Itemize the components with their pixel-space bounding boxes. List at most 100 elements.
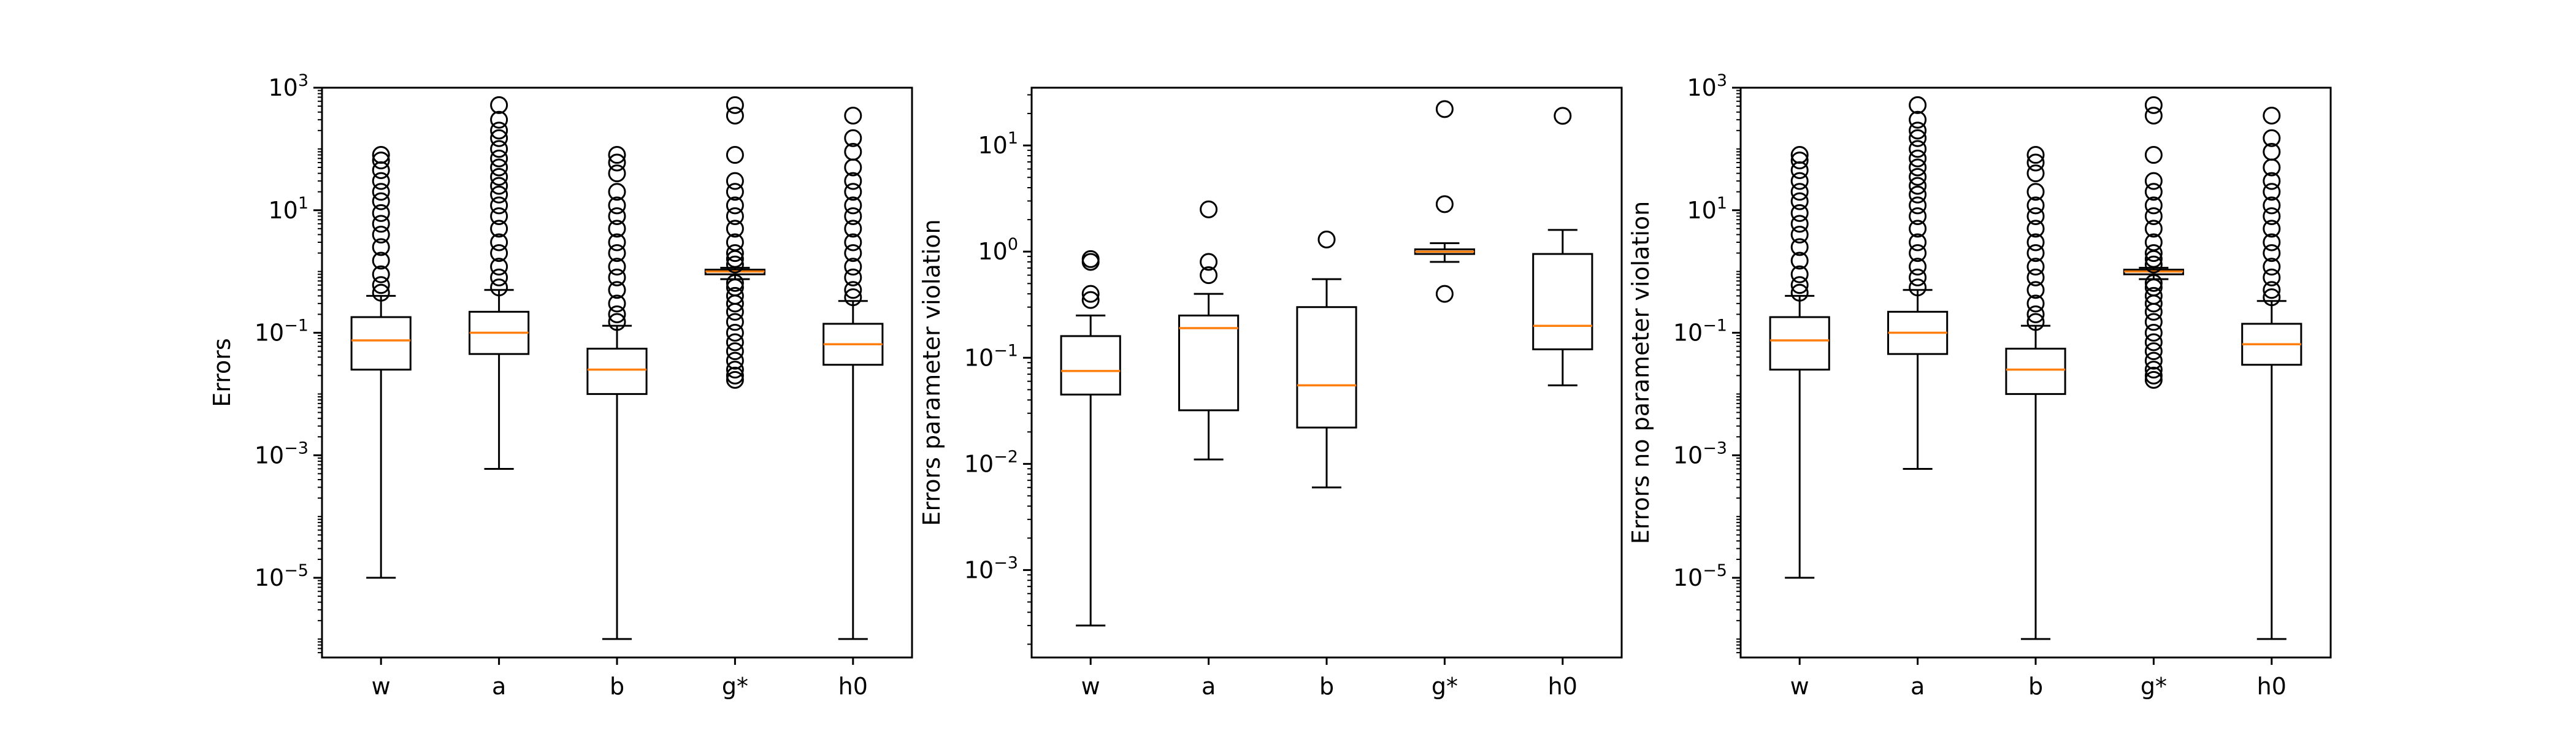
- box-h0: [2241, 107, 2302, 640]
- flier-point: [2263, 207, 2281, 225]
- flier-point: [1909, 140, 1927, 158]
- flier-point: [844, 207, 862, 225]
- flier-point: [372, 276, 390, 294]
- flier-point: [1909, 207, 1927, 225]
- y-axis-label: Errors: [209, 338, 236, 407]
- box-g*: [704, 96, 766, 389]
- flier-point: [1790, 283, 1809, 302]
- flier-point: [608, 258, 626, 276]
- flier-point: [490, 129, 508, 147]
- flier-point: [2263, 258, 2281, 276]
- box-b: [586, 146, 648, 640]
- chart-panel-3: w a b g* h0 10−5 10−3 10−1 101 103 Errors no param…: [1627, 71, 2332, 700]
- flier-point: [2144, 107, 2163, 125]
- flier-point: [726, 333, 744, 351]
- x-tick-label: h0: [1548, 673, 1577, 700]
- flier-point: [490, 268, 508, 286]
- y-tick-label: 10−1: [255, 316, 309, 347]
- flier-point: [608, 146, 626, 164]
- flier-point: [2026, 220, 2045, 238]
- flier-point: [608, 153, 626, 172]
- box-w: [1060, 250, 1121, 627]
- flier-point: [1790, 226, 1809, 244]
- flier-point: [1435, 285, 1454, 303]
- flier-point: [2026, 258, 2045, 276]
- flier-point: [1909, 196, 1927, 215]
- box-h0: [1532, 107, 1593, 386]
- flier-point: [2026, 313, 2045, 331]
- flier-point: [2144, 278, 2163, 297]
- flier-point: [2026, 164, 2045, 183]
- flier-point: [608, 220, 626, 238]
- x-tick-label: b: [1319, 673, 1334, 700]
- box-iqr: [350, 316, 412, 371]
- x-tick-label: h0: [2257, 673, 2287, 700]
- flier-point: [608, 313, 626, 331]
- flier-point: [2144, 366, 2163, 385]
- flier-point: [1909, 167, 1927, 186]
- flier-point: [726, 196, 744, 215]
- flier-point: [1554, 107, 1572, 125]
- flier-point: [1790, 183, 1809, 201]
- flier-point: [2263, 233, 2281, 251]
- flier-point: [490, 185, 508, 204]
- box-a: [1178, 200, 1240, 461]
- flier-point: [1790, 172, 1809, 190]
- flier-point: [608, 268, 626, 286]
- box-w: [1769, 146, 1830, 579]
- y-axis-label: Errors parameter violation: [918, 219, 945, 526]
- flier-point: [2144, 207, 2163, 225]
- flier-point: [608, 233, 626, 251]
- flier-point: [490, 158, 508, 177]
- flier-point: [1435, 100, 1454, 118]
- flier-point: [372, 238, 390, 256]
- flier-point: [2144, 324, 2163, 342]
- flier-point: [608, 207, 626, 225]
- flier-point: [1790, 161, 1809, 180]
- flier-point: [726, 313, 744, 331]
- flier-point: [2263, 268, 2281, 286]
- flier-point: [490, 121, 508, 140]
- flier-point: [1790, 276, 1809, 294]
- flier-point: [490, 96, 508, 114]
- flier-point: [726, 96, 744, 114]
- flier-point: [1081, 250, 1100, 268]
- flier-point: [372, 251, 390, 270]
- flier-point: [844, 172, 862, 190]
- flier-point: [2026, 305, 2045, 323]
- flier-point: [372, 146, 390, 164]
- box-iqr: [586, 347, 648, 395]
- flier-point: [490, 244, 508, 263]
- flier-point: [2144, 244, 2163, 263]
- flier-point: [2144, 351, 2163, 370]
- flier-point: [844, 233, 862, 251]
- flier-point: [2263, 107, 2281, 125]
- box-h0: [822, 107, 884, 640]
- flier-point: [2263, 288, 2281, 307]
- x-tick-label: g*: [722, 673, 748, 700]
- flier-point: [2144, 286, 2163, 305]
- flier-point: [726, 324, 744, 342]
- flier-point: [490, 233, 508, 251]
- y-tick-label: 10−1: [964, 341, 1018, 371]
- flier-point: [608, 196, 626, 215]
- y-tick-label: 101: [1687, 194, 1727, 224]
- flier-point: [1790, 238, 1809, 256]
- flier-point: [726, 274, 744, 292]
- flier-point: [844, 220, 862, 238]
- flier-point: [608, 244, 626, 263]
- flier-point: [844, 288, 862, 307]
- flier-point: [2026, 153, 2045, 172]
- flier-point: [2144, 255, 2163, 274]
- flier-point: [2144, 183, 2163, 201]
- flier-point: [726, 286, 744, 305]
- x-tick-label: w: [1790, 673, 1809, 700]
- flier-point: [608, 305, 626, 323]
- flier-point: [1909, 185, 1927, 204]
- flier-point: [1790, 146, 1809, 164]
- flier-point: [1909, 121, 1927, 140]
- flier-point: [2144, 333, 2163, 351]
- flier-point: [844, 183, 862, 201]
- flier-point: [1790, 151, 1809, 170]
- flier-point: [1435, 195, 1454, 213]
